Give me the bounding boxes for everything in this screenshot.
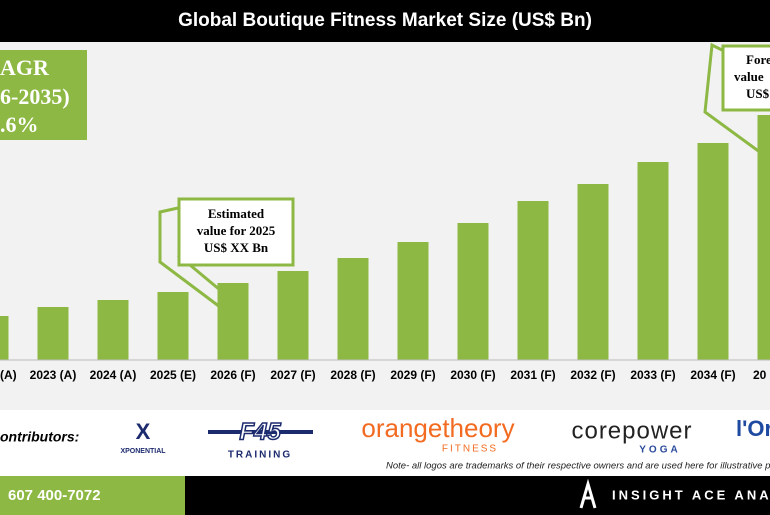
bar bbox=[457, 223, 489, 360]
x-tick-label: 2033 (F) bbox=[630, 368, 675, 382]
bar bbox=[157, 292, 189, 360]
x-tick-label: (A) bbox=[0, 368, 17, 382]
logo: orangetheory bbox=[361, 413, 514, 443]
callout-box bbox=[721, 44, 770, 112]
title-bar bbox=[0, 0, 770, 42]
brand-icon bbox=[579, 478, 597, 509]
logo: X bbox=[136, 419, 151, 444]
logo: XPONENTIAL bbox=[120, 448, 166, 455]
callout-text: US$ bbox=[746, 86, 770, 101]
callout-box bbox=[177, 197, 295, 267]
bar bbox=[97, 300, 129, 360]
contributors-band bbox=[0, 410, 770, 476]
bar bbox=[397, 242, 429, 360]
bar bbox=[577, 184, 609, 360]
x-tick-label: 2029 (F) bbox=[390, 368, 435, 382]
bar bbox=[517, 201, 549, 360]
cagr-text: 6-2035) bbox=[0, 84, 70, 109]
callout-pointer bbox=[703, 42, 769, 160]
x-tick-label: 2023 (A) bbox=[30, 368, 77, 382]
callout-text: US$ XX Bn bbox=[204, 240, 269, 255]
cagr-text: AGR bbox=[0, 55, 50, 80]
bar bbox=[37, 307, 69, 360]
bar bbox=[757, 115, 770, 360]
phone-box bbox=[0, 476, 185, 515]
x-tick-label: 2034 (F) bbox=[690, 368, 735, 382]
logo: corepower bbox=[571, 417, 692, 444]
phone: 607 400-7072 bbox=[8, 487, 101, 504]
x-tick-label: 2025 (E) bbox=[150, 368, 196, 382]
callout-text: Fore bbox=[746, 52, 770, 67]
bar bbox=[337, 258, 369, 360]
x-tick-label: 20 bbox=[753, 368, 767, 382]
x-tick-label: 2027 (F) bbox=[270, 368, 315, 382]
bar bbox=[217, 283, 249, 360]
x-tick-label: 2032 (F) bbox=[570, 368, 615, 382]
note: Note- all logos are trademarks of their … bbox=[386, 461, 770, 472]
logo: YOGA bbox=[639, 445, 680, 456]
brand: INSIGHT ACE ANA bbox=[612, 487, 770, 502]
x-tick-label: 2024 (A) bbox=[90, 368, 137, 382]
bar bbox=[697, 143, 729, 360]
callout-text: value for 2025 bbox=[197, 223, 276, 238]
logo: TRAINING bbox=[228, 450, 292, 461]
callout-text: Estimated bbox=[208, 206, 265, 221]
x-tick-label: 2031 (F) bbox=[510, 368, 555, 382]
cagr-box bbox=[0, 50, 87, 140]
x-tick-label: 2028 (F) bbox=[330, 368, 375, 382]
contributors-label: ontributors: bbox=[0, 429, 79, 445]
callout-pointer bbox=[158, 206, 233, 318]
x-tick-label: 2030 (F) bbox=[450, 368, 495, 382]
cagr-text: .6% bbox=[0, 112, 39, 137]
callout-text: value bbox=[734, 69, 764, 84]
bar bbox=[0, 316, 9, 360]
bar bbox=[277, 271, 309, 360]
chart-title: Global Boutique Fitness Market Size (US$… bbox=[178, 10, 592, 31]
logo: FITNESS bbox=[442, 444, 498, 455]
x-tick-label: 2026 (F) bbox=[210, 368, 255, 382]
logo: l'Or bbox=[736, 416, 770, 441]
logo-stripe bbox=[208, 430, 313, 434]
bar bbox=[637, 162, 669, 360]
logo: F45 bbox=[239, 418, 281, 445]
